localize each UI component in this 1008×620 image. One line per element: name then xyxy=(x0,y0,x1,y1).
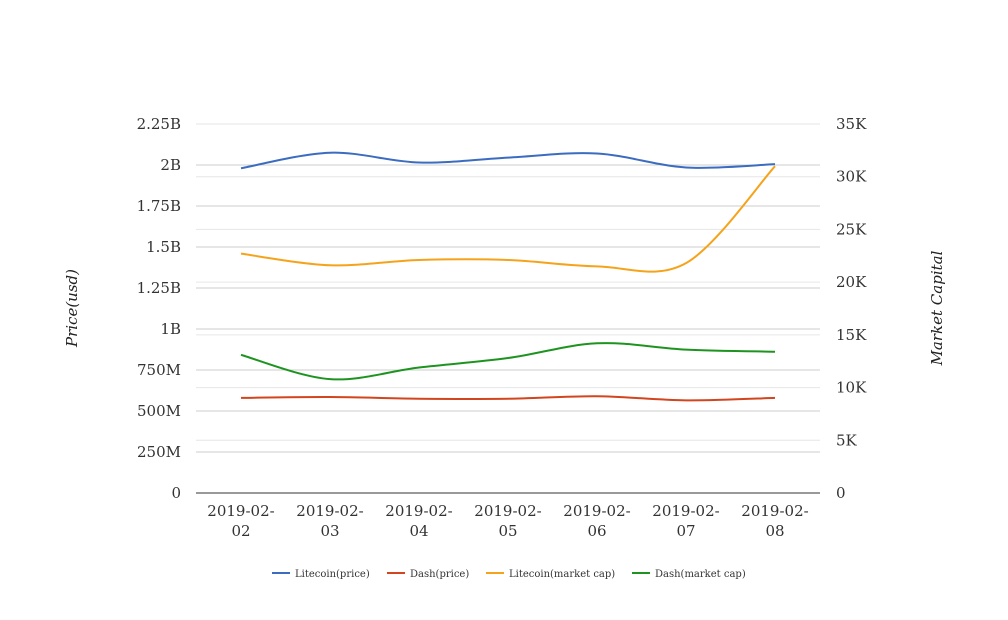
y-left-tick-label: 750M xyxy=(137,361,181,379)
y-right-tick-label: 30K xyxy=(836,168,867,186)
axes: 0 250M 500M 750M 1B 1.25B 1.5B 1.75B 2B 2.25B 0 5K 1… xyxy=(63,115,946,540)
x-tick-label: 2019-02-04 xyxy=(385,502,452,540)
legend-label[interactable]: Litecoin(price) xyxy=(295,569,370,580)
y-right-tick-label: 25K xyxy=(836,220,867,238)
x-tick-label: 2019-02-06 xyxy=(563,502,630,540)
y-left-tick-label: 1.5B xyxy=(146,238,181,256)
y-right-tick-label: 10K xyxy=(836,379,867,397)
y-right-axis-title: Market Capital xyxy=(928,250,946,366)
y-left-tick-label: 1.75B xyxy=(137,197,181,215)
legend: Litecoin(price) Dash(price) Litecoin(marke… xyxy=(272,569,746,580)
y-left-tick-label: 500M xyxy=(137,402,181,420)
y-right-tick-label: 35K xyxy=(836,115,867,133)
series-line-2 xyxy=(240,165,776,273)
y-right-tick-label: 0 xyxy=(836,484,846,502)
x-tick-label: 2019-02-05 xyxy=(474,502,541,540)
y-left-tick-label: 1B xyxy=(160,320,181,338)
x-tick-label: 2019-02-02 xyxy=(207,502,274,540)
x-tick-label: 2019-02-03 xyxy=(296,502,363,540)
legend-label[interactable]: Dash(market cap) xyxy=(655,569,746,580)
y-left-axis-title: Price(usd) xyxy=(63,269,81,348)
y-right-tick-label: 5K xyxy=(836,431,858,449)
x-tick-label: 2019-02-08 xyxy=(741,502,808,540)
y-left-tick-label: 250M xyxy=(137,443,181,461)
series-line-1 xyxy=(240,395,776,402)
legend-label[interactable]: Litecoin(market cap) xyxy=(509,569,615,580)
y-left-tick-label: 1.25B xyxy=(137,279,181,297)
y-right-tick-label: 15K xyxy=(836,326,867,344)
x-tick-label: 2019-02-07 xyxy=(652,502,719,540)
y-left-tick-label: 2.25B xyxy=(137,115,181,133)
series-lines xyxy=(240,151,776,402)
series-line-3 xyxy=(240,342,776,381)
series-line-0 xyxy=(240,151,776,170)
grid xyxy=(196,123,820,453)
legend-label[interactable]: Dash(price) xyxy=(410,569,469,580)
y-left-tick-label: 0 xyxy=(171,484,181,502)
y-left-tick-label: 2B xyxy=(160,156,181,174)
y-right-tick-label: 20K xyxy=(836,273,867,291)
